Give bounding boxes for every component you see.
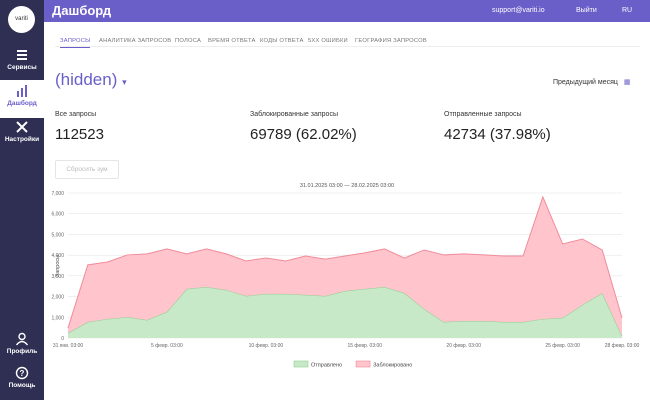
legend-swatch (293, 360, 309, 368)
icon: ? (15, 366, 29, 380)
tab[interactable]: КОДЫ ОТВЕТА (260, 38, 304, 44)
svg-text:?: ? (20, 369, 25, 378)
area-line (67, 195, 623, 329)
nav-item-active[interactable]: Дашборд (0, 80, 44, 118)
logout[interactable]: Выйти (576, 7, 597, 14)
area (68, 196, 622, 336)
nav-item[interactable]: ? Помощь (0, 366, 44, 389)
stat-value: 69789 (62.02%) (250, 126, 357, 143)
chart-subtitle: 31.01.2025 03:00 — 28.02.2025 03:00 (300, 183, 394, 189)
nav-label: Профиль (6, 348, 38, 355)
x-tick-label: 15 февр. 03:00 (347, 343, 382, 349)
x-tick-label: 31 янв. 03:00 (53, 343, 84, 349)
nav-label: Настройки (4, 136, 40, 143)
area-line (67, 286, 623, 337)
logo[interactable]: variti (8, 6, 35, 33)
icon (17, 50, 27, 60)
x-tick-label: 20 февр. 03:00 (446, 343, 481, 349)
tab[interactable]: ГЕОГРАФИЯ ЗАПРОСОВ (355, 38, 427, 44)
tab[interactable]: ВРЕМЯ ОТВЕТА (208, 38, 256, 44)
stat-label: Заблокированные запросы (250, 111, 338, 118)
x-tick-label: 5 февр. 03:00 (151, 343, 183, 349)
icon (17, 85, 27, 97)
tab[interactable]: 5XX ОШИБКИ (308, 38, 348, 44)
stat-label: Отправленные запросы (444, 111, 522, 118)
x-tick-label: 10 февр. 03:00 (249, 343, 284, 349)
nav-item[interactable]: Профиль (0, 332, 44, 355)
header: Дашборд support@variti.io Выйти RU (44, 0, 650, 22)
y-axis-label: Запросы (55, 255, 61, 277)
x-tick-label: 25 февр. 03:00 (545, 343, 580, 349)
y-tick-label: 3,000 (51, 274, 64, 280)
reset-zoom-button[interactable]: Сбросить зум (55, 160, 119, 179)
y-tick-label: 1,000 (51, 315, 64, 321)
period-select[interactable]: Предыдущий месяц ▦ (553, 78, 630, 86)
legend-swatch (355, 360, 371, 368)
period-label: Предыдущий месяц (553, 79, 618, 86)
stat-label: Все запросы (55, 111, 97, 118)
email[interactable]: support@variti.io (492, 7, 545, 14)
y-tick-label: 4,000 (51, 253, 64, 259)
tabs-divider (55, 46, 640, 47)
nav-label: Помощь (8, 382, 36, 389)
language[interactable]: RU (622, 7, 633, 14)
stat-value: 112523 (55, 126, 104, 143)
tab-active[interactable]: ЗАПРОСЫ (60, 38, 91, 48)
caret: ▾ (122, 77, 127, 87)
area (68, 287, 622, 338)
y-tick-label: 7,000 (51, 191, 64, 197)
calendar-icon: ▦ (623, 79, 631, 86)
legend-label: Отправлено (311, 363, 342, 369)
y-tick-label: 2,000 (51, 295, 64, 301)
tab[interactable]: АНАЛИТИКА ЗАПРОСОВ (99, 38, 172, 44)
nav-item[interactable]: Настройки (0, 120, 44, 143)
nav-label: Дашборд (7, 100, 37, 107)
sidebar: variti Сервисы Дашборд Настройки Профиль… (0, 0, 44, 400)
tab[interactable]: ПОЛОСА (175, 38, 202, 44)
stat-value: 42734 (37.98%) (444, 126, 551, 143)
y-tick-label: 0 (61, 336, 64, 342)
service-name: (hidden) (55, 70, 118, 89)
y-tick-label: 6,000 (51, 212, 64, 218)
nav-label: Сервисы (7, 64, 37, 71)
y-tick-label: 5,000 (51, 232, 64, 238)
legend-label: Заблокировано (373, 363, 412, 369)
nav-item[interactable]: Сервисы (0, 48, 44, 71)
x-tick-label: 28 февр. 03:00 (605, 343, 640, 349)
service-select[interactable]: (hidden) ▾ (55, 70, 127, 90)
icon (16, 121, 28, 133)
page-title: Дашборд (52, 3, 112, 18)
icon (15, 332, 29, 346)
